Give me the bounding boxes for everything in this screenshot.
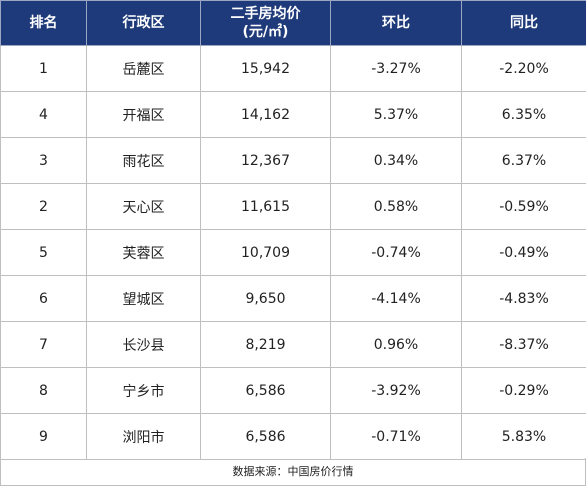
cell-district: 望城区: [86, 275, 201, 322]
cell-mom: 5.37%: [330, 91, 462, 138]
cell-rank: 1: [0, 45, 87, 92]
table-row: 1 岳麓区 15,942 -3.27% -2.20%: [0, 45, 586, 92]
cell-district: 雨花区: [86, 137, 201, 184]
header-price: 二手房均价 (元/㎡): [200, 0, 331, 46]
cell-rank: 7: [0, 321, 87, 368]
table-row: 6 望城区 9,650 -4.14% -4.83%: [0, 275, 586, 322]
cell-yoy: -0.29%: [461, 367, 586, 414]
table-row: 8 宁乡市 6,586 -3.92% -0.29%: [0, 367, 586, 414]
cell-district: 宁乡市: [86, 367, 201, 414]
cell-district: 长沙县: [86, 321, 201, 368]
cell-yoy: 6.35%: [461, 91, 586, 138]
cell-yoy: -4.83%: [461, 275, 586, 322]
cell-district: 岳麓区: [86, 45, 201, 92]
cell-yoy: -8.37%: [461, 321, 586, 368]
table-row: 2 天心区 11,615 0.58% -0.59%: [0, 183, 586, 230]
header-yoy: 同比: [461, 0, 586, 46]
cell-rank: 8: [0, 367, 87, 414]
cell-yoy: 5.83%: [461, 413, 586, 460]
cell-yoy: 6.37%: [461, 137, 586, 184]
cell-yoy: -2.20%: [461, 45, 586, 92]
cell-rank: 2: [0, 183, 87, 230]
cell-price: 10,709: [200, 229, 331, 276]
cell-mom: 0.58%: [330, 183, 462, 230]
cell-mom: -3.92%: [330, 367, 462, 414]
cell-rank: 5: [0, 229, 87, 276]
table-header: 排名 行政区 二手房均价 (元/㎡) 环比 同比: [0, 0, 586, 46]
table-row: 9 浏阳市 6,586 -0.71% 5.83%: [0, 413, 586, 460]
cell-mom: -0.74%: [330, 229, 462, 276]
cell-rank: 3: [0, 137, 87, 184]
cell-price: 14,162: [200, 91, 331, 138]
cell-price: 9,650: [200, 275, 331, 322]
table-row: 7 长沙县 8,219 0.96% -8.37%: [0, 321, 586, 368]
table-row: 3 雨花区 12,367 0.34% 6.37%: [0, 137, 586, 184]
header-row: 排名 行政区 二手房均价 (元/㎡) 环比 同比: [0, 0, 586, 46]
cell-mom: -4.14%: [330, 275, 462, 322]
header-rank: 排名: [0, 0, 87, 46]
cell-rank: 6: [0, 275, 87, 322]
cell-price: 12,367: [200, 137, 331, 184]
cell-mom: -3.27%: [330, 45, 462, 92]
cell-yoy: -0.59%: [461, 183, 586, 230]
cell-price: 6,586: [200, 367, 331, 414]
cell-price: 11,615: [200, 183, 331, 230]
header-district: 行政区: [86, 0, 201, 46]
cell-mom: -0.71%: [330, 413, 462, 460]
cell-yoy: -0.49%: [461, 229, 586, 276]
cell-price: 8,219: [200, 321, 331, 368]
cell-district: 天心区: [86, 183, 201, 230]
cell-mom: 0.34%: [330, 137, 462, 184]
cell-mom: 0.96%: [330, 321, 462, 368]
header-mom: 环比: [330, 0, 462, 46]
cell-rank: 4: [0, 91, 87, 138]
cell-district: 浏阳市: [86, 413, 201, 460]
cell-district: 芙蓉区: [86, 229, 201, 276]
cell-price: 15,942: [200, 45, 331, 92]
data-source-note: 数据来源：中国房价行情: [0, 458, 586, 486]
district-price-table: 排名 行政区 二手房均价 (元/㎡) 环比 同比 1 岳麓区 15,942 -3…: [0, 0, 586, 460]
cell-district: 开福区: [86, 91, 201, 138]
header-price-unit: (元/㎡): [242, 24, 289, 40]
table-body: 1 岳麓区 15,942 -3.27% -2.20% 4 开福区 14,162 …: [0, 45, 586, 460]
table-row: 5 芙蓉区 10,709 -0.74% -0.49%: [0, 229, 586, 276]
cell-price: 6,586: [200, 413, 331, 460]
table-row: 4 开福区 14,162 5.37% 6.35%: [0, 91, 586, 138]
header-price-title: 二手房均价: [230, 6, 301, 22]
cell-rank: 9: [0, 413, 87, 460]
